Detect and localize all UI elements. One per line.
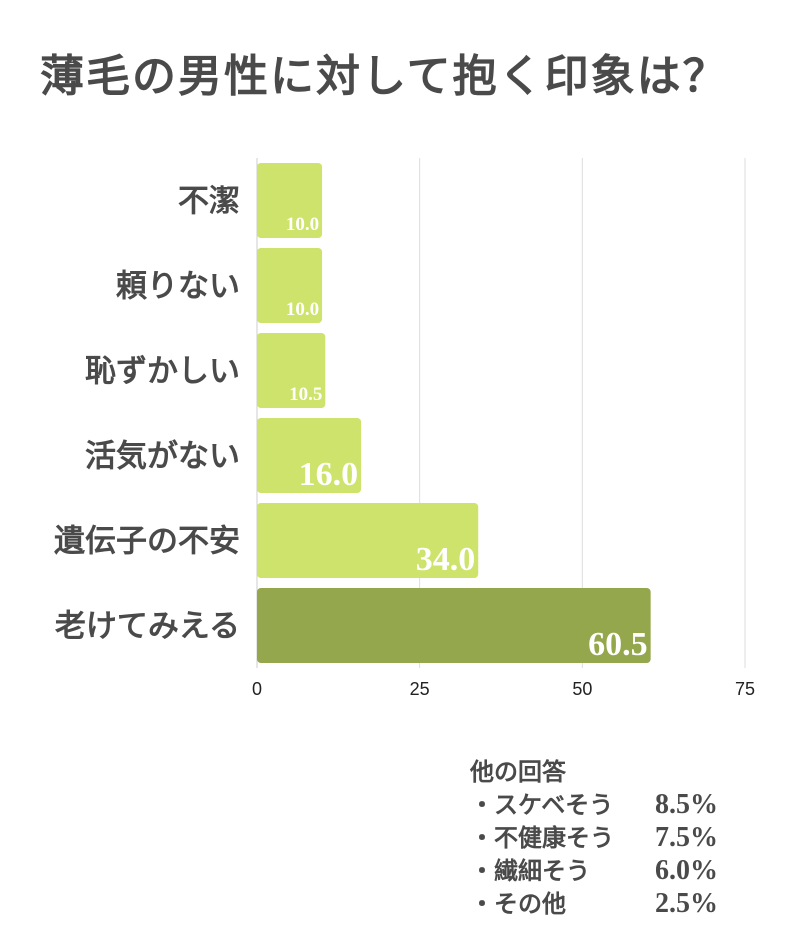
data-label: 60.5 bbox=[588, 626, 648, 663]
x-tick-label: 75 bbox=[735, 679, 755, 699]
other-answer-value: 6.0% bbox=[655, 855, 718, 886]
data-label: 34.0 bbox=[416, 541, 476, 578]
category-label: 老けてみえる bbox=[55, 609, 240, 645]
bar bbox=[257, 163, 323, 238]
category-label: 頼りない bbox=[116, 269, 240, 305]
data-label: 10.5 bbox=[289, 384, 322, 405]
category-label: 恥ずかしい bbox=[85, 354, 240, 390]
bar-chart: 0 25 50 75 不潔 10.0 頼りない 10.0 恥ずかしい 10.5 活気がない 16.0 遺… bbox=[54, 158, 755, 699]
bar bbox=[257, 503, 479, 578]
data-label: 10.0 bbox=[286, 299, 319, 320]
other-answers-heading: 他の回答 bbox=[470, 757, 566, 786]
other-answer-value: 2.5% bbox=[655, 888, 718, 919]
other-answer-label: ・その他 bbox=[470, 889, 566, 918]
other-answer-label: ・不健康そう bbox=[470, 823, 614, 852]
x-tick-label: 50 bbox=[572, 679, 592, 699]
category-label: 遺伝子の不安 bbox=[54, 524, 240, 560]
other-answer-value: 8.5% bbox=[655, 789, 718, 820]
category-label: 不潔 bbox=[178, 184, 240, 220]
data-label: 10.0 bbox=[286, 214, 319, 235]
chart-title: 薄毛の男性に対して抱く印象は？ bbox=[40, 51, 729, 102]
other-answer-value: 7.5% bbox=[655, 822, 718, 853]
bar bbox=[257, 248, 323, 323]
other-answer-item: ・スケベそう 8.5% bbox=[470, 788, 718, 821]
category-label: 活気がない bbox=[85, 439, 240, 475]
x-tick-label: 0 bbox=[252, 679, 262, 699]
x-tick-label: 25 bbox=[410, 679, 430, 699]
other-answer-item: ・繊細そう 6.0% bbox=[470, 854, 718, 887]
other-answer-item: ・不健康そう 7.5% bbox=[470, 821, 718, 854]
other-answer-label: ・繊細そう bbox=[470, 856, 590, 885]
bar bbox=[257, 333, 326, 408]
bar bbox=[257, 588, 651, 663]
data-label: 16.0 bbox=[299, 456, 359, 493]
other-answers: 他の回答 ・スケベそう 8.5% ・不健康そう 7.5% ・繊細そう 6.0% ・その他 2.… bbox=[470, 755, 718, 920]
other-answer-item: ・その他 2.5% bbox=[470, 887, 718, 920]
other-answer-label: ・スケベそう bbox=[470, 790, 614, 819]
bar bbox=[257, 418, 362, 493]
